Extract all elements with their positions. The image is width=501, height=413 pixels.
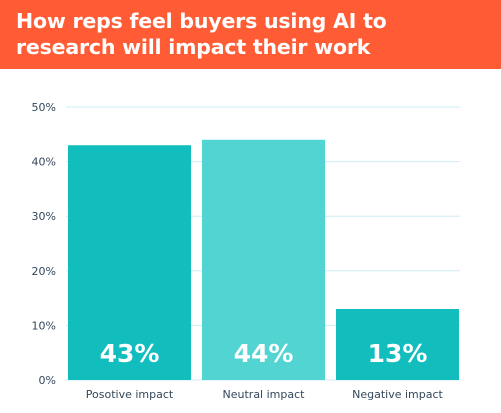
chart-header: How reps feel buyers using AI to researc… xyxy=(0,0,501,69)
y-tick-label: 20% xyxy=(32,265,56,278)
y-tick-label: 30% xyxy=(32,210,56,223)
bar-data-label: 13% xyxy=(368,339,428,368)
data-labels: 43% 44% 13% xyxy=(100,339,428,368)
category-label: Negative impact xyxy=(352,388,443,401)
y-axis-ticks: 0% 10% 20% 30% 40% 50% xyxy=(32,101,56,387)
y-tick-label: 0% xyxy=(39,374,56,387)
x-axis-categories: Posotive impact Neutral impact Negative im… xyxy=(86,388,444,401)
bar-1 xyxy=(68,145,191,380)
bar-2 xyxy=(202,139,325,380)
chart-title: How reps feel buyers using AI to researc… xyxy=(16,9,387,59)
y-tick-label: 10% xyxy=(32,319,56,332)
bars xyxy=(68,139,459,380)
category-label: Neutral impact xyxy=(223,388,306,401)
bar-data-label: 44% xyxy=(234,339,294,368)
y-tick-label: 50% xyxy=(32,101,56,114)
category-label: Posotive impact xyxy=(86,388,174,401)
bar-data-label: 43% xyxy=(100,339,160,368)
bar-3 xyxy=(336,309,459,380)
y-tick-label: 40% xyxy=(32,156,56,169)
